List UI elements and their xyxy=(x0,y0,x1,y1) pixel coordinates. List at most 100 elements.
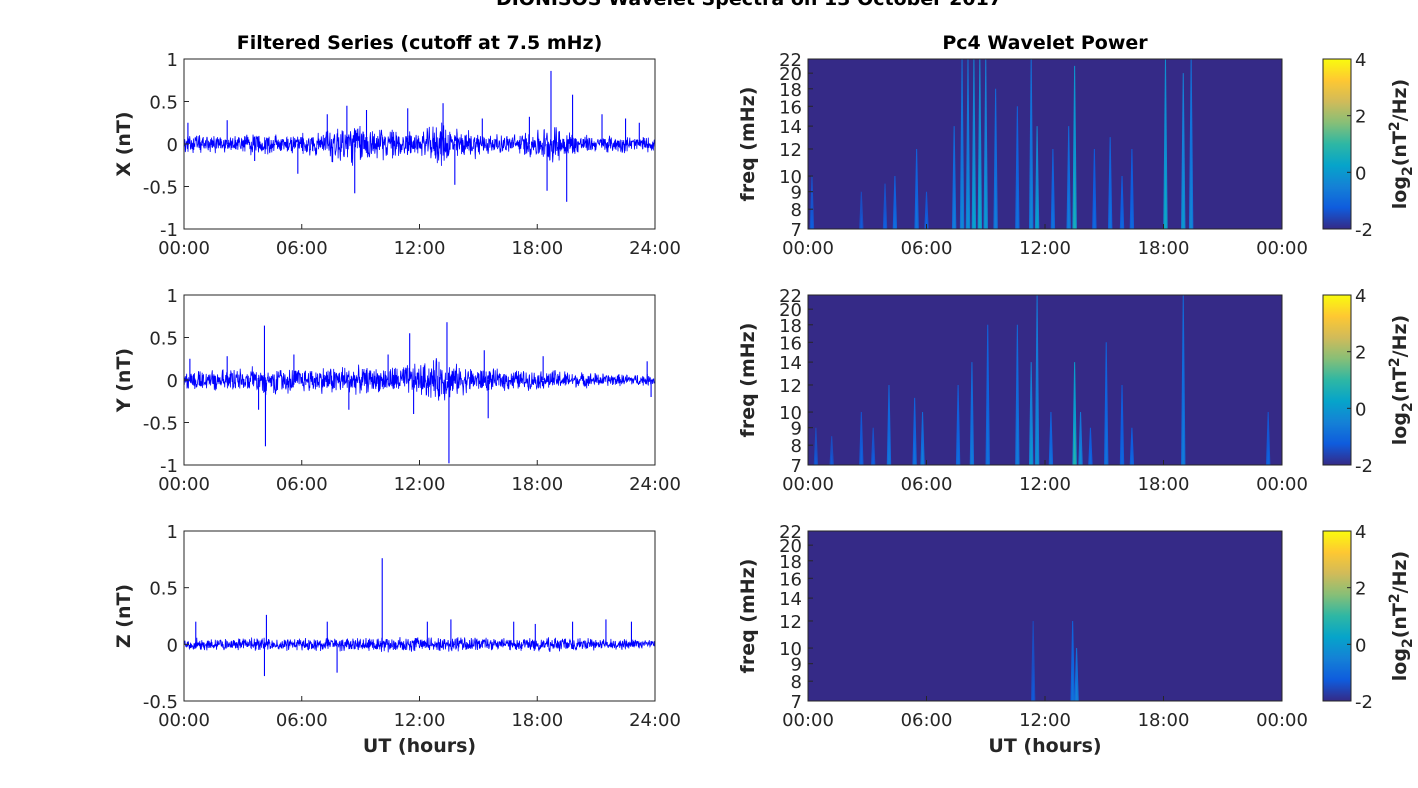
y-tick-label: -1 xyxy=(160,456,178,477)
power-burst xyxy=(1107,137,1113,229)
x-axis-label: UT (hours) xyxy=(363,735,476,757)
y-tick-label: 16 xyxy=(779,97,802,118)
power-burst xyxy=(1074,648,1079,701)
power-burst xyxy=(920,412,925,465)
power-burst-core xyxy=(994,165,997,229)
colorbar-tick-label: -2 xyxy=(1355,220,1373,241)
colorbar-tick-label: 2 xyxy=(1355,579,1366,600)
colorbar-label-sup: 2 xyxy=(1387,593,1403,603)
power-burst-core xyxy=(1120,428,1124,465)
y-tick-label: 14 xyxy=(779,353,802,374)
power-burst-core xyxy=(1105,409,1108,465)
power-burst xyxy=(1034,295,1040,465)
y-tick-label: 10 xyxy=(779,639,802,660)
y-tick-label: 9 xyxy=(791,419,802,440)
power-burst xyxy=(983,59,988,229)
x-tick-label: 06:00 xyxy=(276,474,328,495)
y-tick-label: 7 xyxy=(791,456,802,477)
x-tick-label: 06:00 xyxy=(276,710,328,731)
colorbar-tick-label: 0 xyxy=(1355,399,1366,420)
power-burst xyxy=(977,59,983,229)
colorbar-label-main: log xyxy=(1389,176,1411,209)
panel-title: Filtered Series (cutoff at 7.5 mHz) xyxy=(237,32,603,54)
power-burst xyxy=(1119,384,1125,465)
power-burst xyxy=(969,362,975,465)
power-burst-core xyxy=(1130,192,1134,229)
colorbar-label-paren: (nT xyxy=(1389,131,1411,166)
colorbar-label-sub: 2 xyxy=(1400,402,1416,412)
y-tick-label: -0.5 xyxy=(143,414,178,435)
y-tick-label: 18 xyxy=(779,80,802,101)
colorbar-label-tail: /Hz) xyxy=(1389,551,1411,594)
x-tick-label: 00:00 xyxy=(1256,238,1308,259)
x-tick-label: 18:00 xyxy=(1138,238,1190,259)
power-burst-core xyxy=(925,212,928,229)
power-burst-core xyxy=(1189,152,1193,229)
power-burst xyxy=(1070,620,1075,701)
y-tick-label: 22 xyxy=(779,50,802,71)
y-tick-label: 9 xyxy=(791,655,802,676)
colorbar-tick-label: 2 xyxy=(1355,107,1366,128)
power-burst xyxy=(829,436,834,465)
power-burst-core xyxy=(1266,441,1270,465)
power-burst xyxy=(1265,412,1271,465)
power-burst-core xyxy=(921,441,924,465)
colorbar-label-tail: /Hz) xyxy=(1389,315,1411,358)
y-tick-label: -0.5 xyxy=(143,692,178,713)
power-burst-core xyxy=(1073,155,1076,229)
power-burst xyxy=(813,427,819,465)
power-burst xyxy=(882,183,888,229)
power-burst xyxy=(859,191,864,229)
x-tick-label: 06:00 xyxy=(901,474,953,495)
power-burst-core xyxy=(1016,401,1019,465)
colorbar-label-sub: 2 xyxy=(1400,638,1416,648)
power-burst-core xyxy=(986,401,989,465)
colorbar-label-sup: 2 xyxy=(1387,121,1403,131)
power-burst-core xyxy=(1049,441,1053,465)
power-burst xyxy=(1072,362,1077,465)
power-burst xyxy=(1066,126,1071,229)
power-burst xyxy=(1119,176,1125,229)
colorbar-label: log2(nT2/Hz) xyxy=(1387,79,1416,209)
y-tick-label: 20 xyxy=(779,64,802,85)
panel-title: Pc4 Wavelet Power xyxy=(942,32,1148,54)
heatmap-background xyxy=(808,295,1282,465)
power-burst-core xyxy=(960,152,964,229)
heatmap-bursts xyxy=(813,295,1271,465)
power-burst-core xyxy=(1029,418,1033,465)
y-tick-label: 0.5 xyxy=(149,93,178,114)
x-tick-label: 00:00 xyxy=(1256,474,1308,495)
power-burst xyxy=(1188,59,1194,229)
power-burst-core xyxy=(1182,158,1185,229)
power-burst xyxy=(809,176,815,229)
power-burst-core xyxy=(1089,448,1092,465)
power-burst xyxy=(1078,412,1083,465)
power-burst-core xyxy=(871,448,875,465)
power-burst xyxy=(870,427,876,465)
power-burst-core xyxy=(1164,152,1167,229)
figure-suptitle: DIONISOS Wavelet Spectra on 13 October 2… xyxy=(496,0,1002,10)
y-tick-label: 0.5 xyxy=(149,579,178,600)
power-burst xyxy=(1028,362,1034,465)
x-tick-label: 18:00 xyxy=(1138,710,1190,731)
x-tick-label: 00:00 xyxy=(1256,710,1308,731)
colorbar-gradient xyxy=(1322,294,1352,466)
y-tick-label: 9 xyxy=(791,183,802,204)
power-burst xyxy=(965,59,971,229)
y-axis-label: freq (mHz) xyxy=(737,87,759,202)
power-burst xyxy=(1129,427,1135,465)
y-tick-label: 12 xyxy=(779,612,802,633)
x-tick-label: 12:00 xyxy=(394,474,446,495)
colorbar-tick-label: 4 xyxy=(1355,522,1366,543)
y-tick-label: 0 xyxy=(167,135,178,156)
y-tick-label: 14 xyxy=(779,117,802,138)
power-burst xyxy=(959,59,965,229)
power-burst xyxy=(1181,295,1186,465)
power-burst-core xyxy=(814,448,818,465)
x-tick-label: 24:00 xyxy=(629,238,681,259)
power-burst xyxy=(1048,412,1054,465)
plot-area xyxy=(184,531,655,701)
x-tick-label: 12:00 xyxy=(394,238,446,259)
x-tick-label: 12:00 xyxy=(1019,474,1071,495)
